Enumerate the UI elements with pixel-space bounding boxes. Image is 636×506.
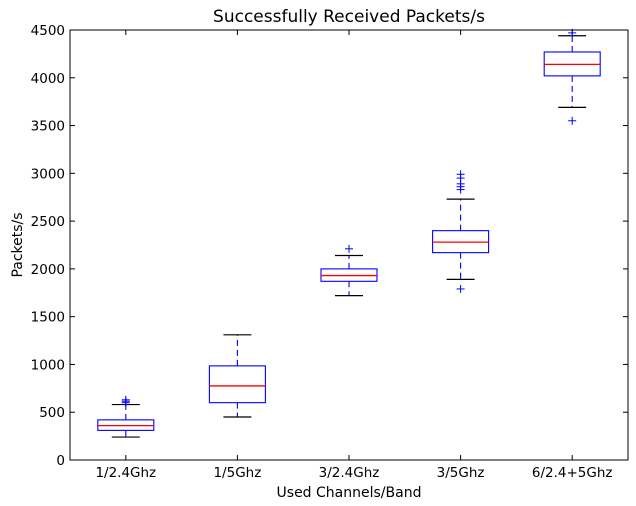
box-group <box>320 244 378 297</box>
outlier-point <box>345 244 353 253</box>
y-tick-label: 4500 <box>31 23 65 39</box>
chart-title: Successfully Received Packets/s <box>213 7 485 27</box>
outlier-point <box>568 116 577 125</box>
x-tick-label: 1/5Ghz <box>213 465 261 481</box>
outlier-point <box>456 170 465 179</box>
box-group <box>97 395 155 438</box>
x-tick-label: 1/2.4Ghz <box>95 465 156 481</box>
y-tick-label: 3000 <box>31 166 65 182</box>
plot-frame <box>69 29 629 461</box>
x-tick-label: 3/5Ghz <box>437 465 485 481</box>
y-axis-label: Packets/s <box>10 212 26 277</box>
y-axis: 0 500 1000 1500 2000 2500 3000 3500 4000 4500 <box>31 23 628 469</box>
box-group <box>208 334 266 418</box>
x-tick-label: 3/2.4Ghz <box>319 465 380 481</box>
box-group <box>543 28 601 125</box>
boxes-layer <box>97 28 601 438</box>
y-tick-label: 1500 <box>31 310 65 326</box>
y-tick-label: 500 <box>39 405 65 421</box>
box-iqr <box>208 365 266 404</box>
y-tick-label: 2000 <box>31 262 65 278</box>
x-axis-label: Used Channels/Band <box>277 485 422 501</box>
y-tick-label: 1000 <box>31 357 65 373</box>
y-tick-label: 0 <box>56 453 65 469</box>
outlier-point <box>121 395 130 404</box>
y-tick-label: 3500 <box>31 119 65 135</box>
y-tick-label: 4000 <box>31 71 65 87</box>
outlier-point <box>456 284 465 293</box>
x-axis: 1/2.4Ghz 1/5Ghz 3/2.4Ghz 3/5Ghz 6/2.4+5Ghz <box>95 30 613 481</box>
x-tick-label: 6/2.4+5Ghz <box>532 465 613 481</box>
box-group <box>432 170 490 293</box>
y-tick-label: 2500 <box>31 214 65 230</box>
